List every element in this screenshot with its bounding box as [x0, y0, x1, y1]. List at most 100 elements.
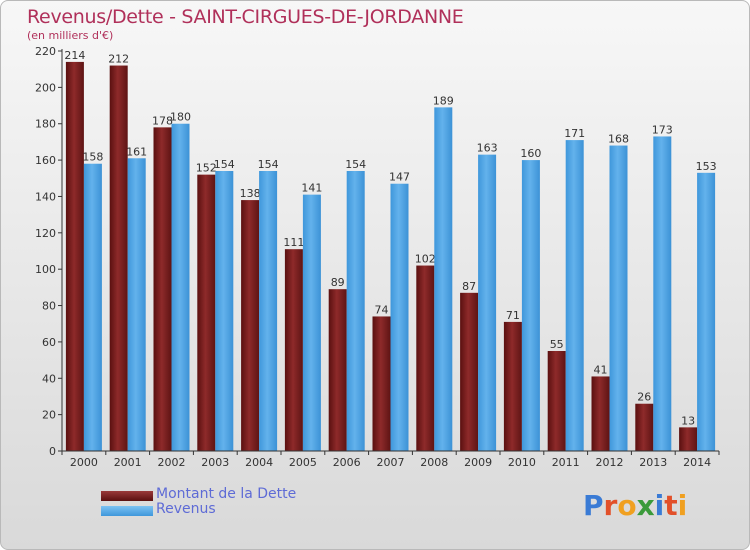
data-label-revenus: 180: [170, 111, 191, 124]
logo-letter: i: [677, 489, 688, 522]
data-label-revenus: 153: [696, 160, 717, 173]
bar-revenus: [478, 154, 497, 452]
bar-revenus: [302, 194, 321, 452]
bar-revenus: [390, 183, 409, 451]
data-label-dette: 214: [64, 49, 85, 62]
data-label-dette: 102: [415, 253, 436, 266]
x-tick-label: 2008: [420, 456, 448, 469]
data-label-revenus: 171: [564, 127, 585, 140]
y-tick-label: 120: [35, 227, 56, 240]
bar-dette: [679, 427, 698, 451]
y-tick-label: 20: [42, 409, 56, 422]
data-label-dette: 74: [375, 303, 389, 316]
legend-swatch-dette: [101, 491, 153, 501]
logo-letter: i: [654, 489, 665, 522]
x-tick-label: 2009: [464, 456, 492, 469]
bar-dette: [416, 265, 435, 451]
bar-dette: [460, 292, 479, 451]
logo-letter: t: [664, 489, 678, 522]
x-tick-label: 2005: [289, 456, 317, 469]
data-label-revenus: 173: [652, 123, 673, 136]
data-label-revenus: 161: [126, 145, 147, 158]
x-tick-label: 2013: [639, 456, 667, 469]
data-label-dette: 152: [196, 162, 217, 175]
data-label-dette: 212: [108, 53, 129, 66]
data-label-dette: 13: [681, 414, 695, 427]
bar-dette: [547, 351, 566, 451]
logo-letter: P: [583, 489, 604, 522]
data-label-dette: 87: [462, 280, 476, 293]
y-tick-label: 40: [42, 372, 56, 385]
x-tick-label: 2012: [596, 456, 624, 469]
y-tick-label: 160: [35, 154, 56, 167]
x-tick-label: 2011: [552, 456, 580, 469]
bar-dette: [65, 61, 84, 452]
bar-revenus: [259, 171, 278, 451]
x-tick-label: 2010: [508, 456, 536, 469]
bar-revenus: [346, 171, 365, 451]
x-tick-label: 2014: [683, 456, 711, 469]
x-tick-label: 2000: [70, 456, 98, 469]
x-tick-label: 2007: [377, 456, 405, 469]
data-label-dette: 89: [331, 276, 345, 289]
data-label-dette: 138: [240, 187, 261, 200]
bar-dette: [197, 174, 216, 452]
data-label-dette: 41: [594, 363, 608, 376]
data-label-revenus: 154: [345, 158, 366, 171]
bar-revenus: [434, 107, 453, 451]
x-tick-label: 2006: [333, 456, 361, 469]
data-label-dette: 178: [152, 114, 173, 127]
data-label-dette: 111: [283, 236, 304, 249]
x-tick-label: 2001: [114, 456, 142, 469]
data-label-dette: 71: [506, 309, 520, 322]
logo-letter: r: [603, 489, 618, 522]
data-label-revenus: 154: [214, 158, 235, 171]
y-tick-label: 140: [35, 190, 56, 203]
bar-dette: [284, 249, 303, 451]
bar-dette: [635, 403, 654, 451]
data-label-revenus: 168: [608, 133, 629, 146]
bar-revenus: [127, 158, 146, 452]
logo-letter: x: [636, 489, 655, 522]
data-label-revenus: 163: [477, 142, 498, 155]
bar-dette: [328, 289, 347, 451]
data-label-revenus: 160: [520, 147, 541, 160]
logo-letter: o: [617, 489, 637, 522]
data-label-revenus: 147: [389, 171, 410, 184]
legend-label-dette: Montant de la Dette: [156, 486, 297, 502]
y-tick-label: 180: [35, 118, 56, 131]
bar-revenus: [653, 136, 672, 452]
y-tick-label: 200: [35, 81, 56, 94]
bar-revenus: [171, 123, 190, 452]
bar-dette: [153, 127, 172, 451]
y-tick-label: 80: [42, 300, 56, 313]
data-label-dette: 55: [550, 338, 564, 351]
bar-revenus: [83, 163, 102, 451]
data-label-revenus: 189: [433, 94, 454, 107]
bar-revenus: [565, 140, 584, 451]
legend-label-revenus: Revenus: [156, 501, 216, 517]
data-label-revenus: 141: [301, 182, 322, 195]
chart-title: Revenus/Dette - SAINT-CIRGUES-DE-JORDANN…: [27, 6, 464, 28]
bar-revenus: [215, 171, 234, 451]
bar-dette: [591, 376, 610, 451]
bar-revenus: [697, 172, 716, 451]
x-tick-label: 2003: [201, 456, 229, 469]
bar-revenus: [609, 145, 628, 451]
y-tick-label: 220: [35, 45, 56, 58]
data-label-revenus: 154: [258, 158, 279, 171]
x-tick-label: 2002: [158, 456, 186, 469]
y-tick-label: 60: [42, 336, 56, 349]
data-label-revenus: 158: [82, 151, 103, 164]
proxiti-logo: Proxiti: [583, 489, 687, 522]
bar-revenus: [521, 160, 540, 451]
bar-dette: [503, 321, 522, 451]
y-tick-label: 100: [35, 263, 56, 276]
bar-dette: [241, 200, 260, 451]
y-tick-label: 0: [49, 445, 56, 458]
data-label-dette: 26: [637, 391, 651, 404]
x-tick-label: 2004: [245, 456, 273, 469]
legend-swatch-revenus: [101, 506, 153, 516]
